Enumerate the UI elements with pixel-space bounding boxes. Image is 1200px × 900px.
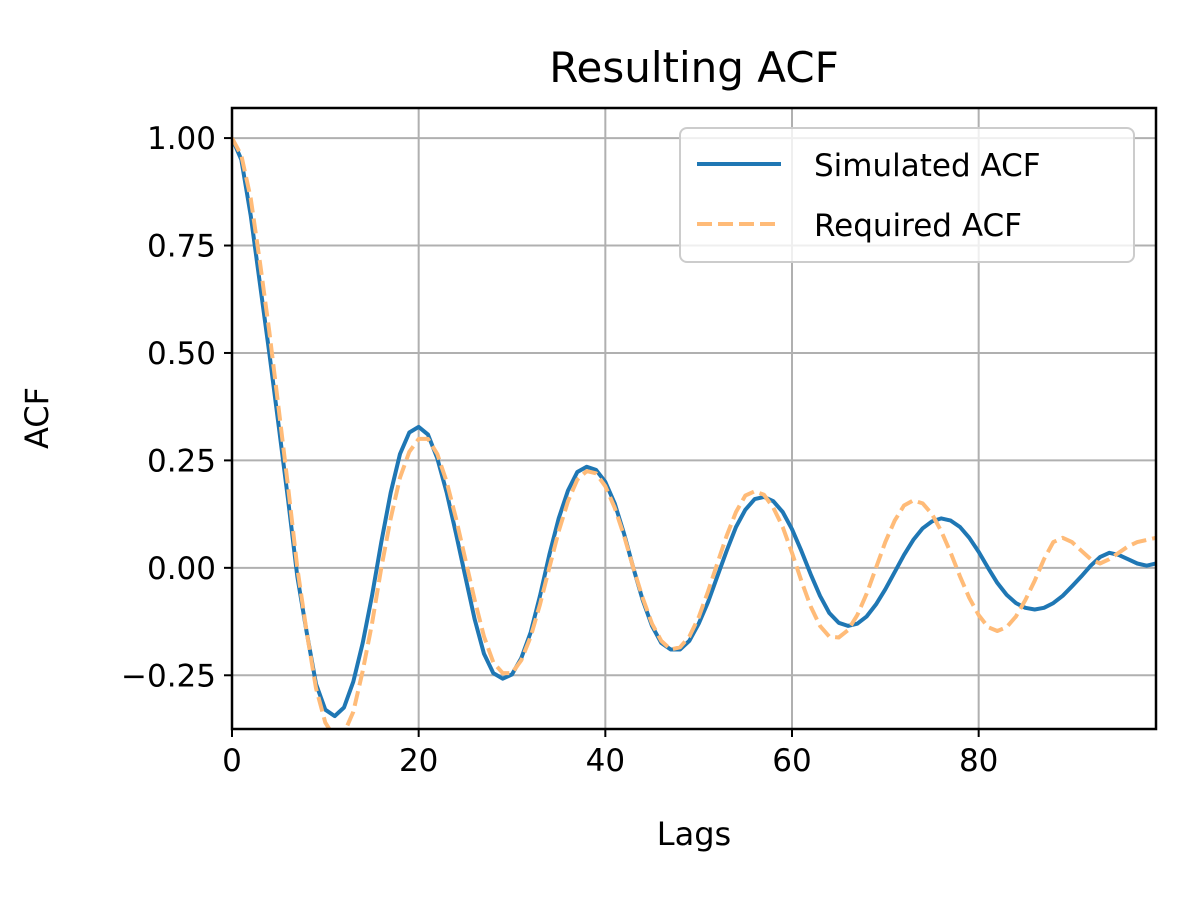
- y-axis-ticks: −0.25 0.00 0.25 0.50 0.75 1.00: [121, 121, 232, 694]
- chart-title: Resulting ACF: [549, 43, 839, 92]
- x-axis-label: Lags: [657, 815, 731, 853]
- x-axis-ticks: 0 20 40 60 80: [222, 729, 998, 779]
- series-line-simulated: [232, 137, 1156, 719]
- y-tick-label: 0.50: [147, 336, 216, 372]
- y-tick-label: −0.25: [121, 658, 216, 694]
- x-tick-label: 40: [586, 743, 625, 779]
- y-tick-label: 0.25: [147, 443, 216, 479]
- legend-label-required: Required ACF: [814, 208, 1022, 244]
- legend-label-simulated: Simulated ACF: [814, 148, 1041, 184]
- series-lines: [232, 137, 1156, 729]
- legend: Simulated ACF Required ACF: [679, 127, 1135, 263]
- legend-box: [679, 127, 1135, 263]
- x-tick-label: 60: [772, 743, 811, 779]
- x-tick-label: 20: [399, 743, 438, 779]
- y-axis-label: ACF: [18, 387, 56, 449]
- x-tick-label: 80: [959, 743, 998, 779]
- y-tick-label: 0.00: [147, 551, 216, 587]
- series-line-required: [232, 137, 1156, 729]
- y-tick-label: 1.00: [147, 121, 216, 157]
- y-tick-label: 0.75: [147, 229, 216, 265]
- x-tick-label: 0: [222, 743, 242, 779]
- plot-frame: [230, 106, 1158, 731]
